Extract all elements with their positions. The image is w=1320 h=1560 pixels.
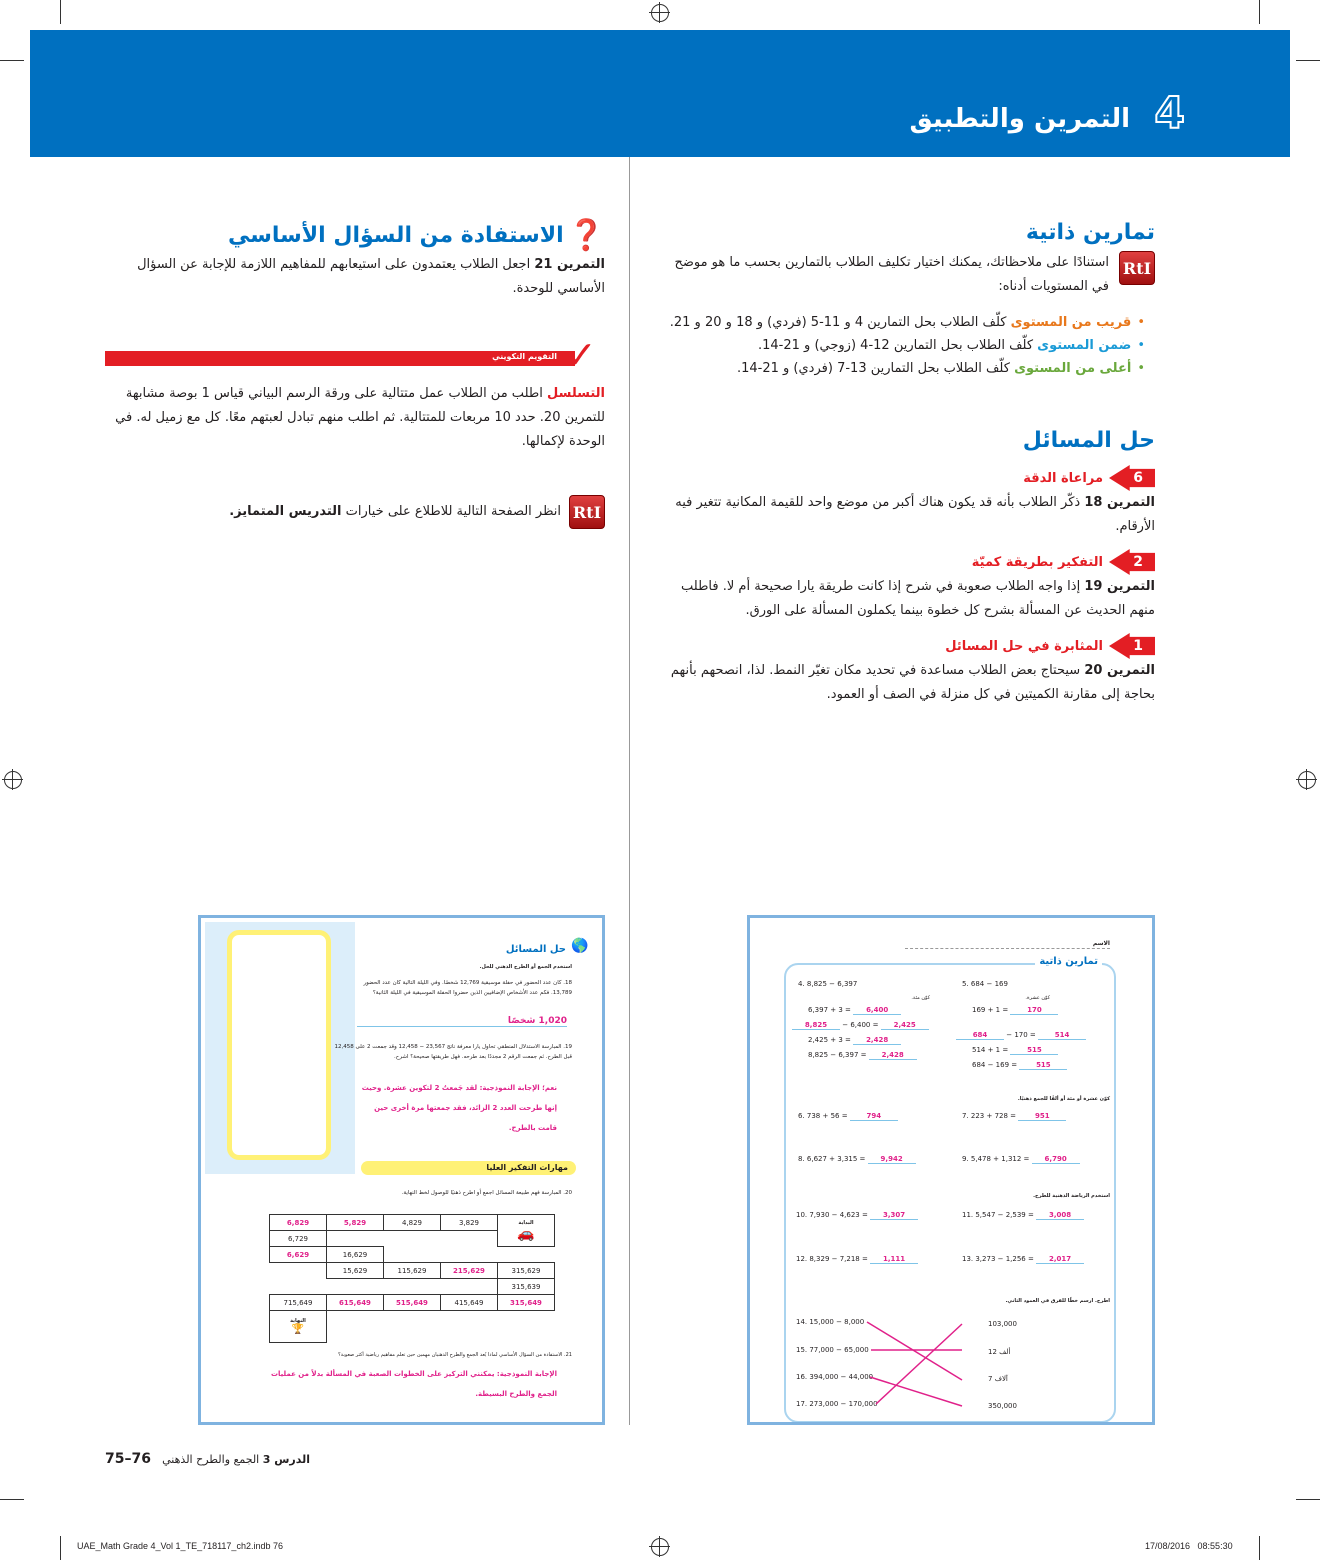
crop-mark bbox=[1296, 1499, 1320, 1500]
arrow-badge-icon: 2 bbox=[1109, 549, 1155, 575]
crop-mark bbox=[1259, 1536, 1260, 1560]
student-page-thumbnail-practice: الاسم تمارين ذاتية 4. 8,825 − 6,397 كوّن… bbox=[747, 915, 1155, 1425]
checkmark-icon: ✓ bbox=[565, 333, 597, 377]
registration-mark-icon bbox=[649, 2, 670, 23]
practice-intro: استنادًا على ملاحظاتك، يمكنك اختيار تكلي… bbox=[674, 255, 1109, 294]
registration-mark-icon bbox=[2, 769, 23, 790]
section-title: تمارين ذاتية bbox=[1025, 220, 1155, 245]
registration-mark-icon bbox=[649, 1536, 670, 1557]
rti-icon: RtI bbox=[569, 495, 605, 529]
crop-mark bbox=[0, 1499, 24, 1500]
problem-solving-section: حل المسائل 6 مراعاة الدقة التمرين 18 ذكّر… bbox=[655, 428, 1155, 707]
formative-text: التسلسل اطلب من الطلاب عمل متتالية على و… bbox=[115, 386, 605, 449]
number-path-grid: 6,829 5,829 4,829 3,829 البداية 🚗 6,729 6,629… bbox=[269, 1214, 555, 1343]
chapter-title: التمرين والتطبيق bbox=[909, 104, 1130, 134]
crop-mark bbox=[0, 60, 24, 61]
globe-icon: 🌎 bbox=[571, 938, 589, 954]
practice-section: تمارين ذاتية RtI استنادًا على ملاحظاتك، … bbox=[655, 220, 1155, 380]
crop-mark bbox=[1259, 0, 1260, 24]
practice-standard: 1 المثابرة في حل المسائل التمرين 20 سيحتا… bbox=[655, 633, 1155, 707]
level-item: •ضمن المستوى كلّف الطلاب بحل التمارين 12… bbox=[757, 338, 1145, 353]
question-mark-icon: ❓ bbox=[567, 218, 605, 253]
chapter-header-band bbox=[30, 30, 1290, 157]
page-range: 75–76 bbox=[105, 1451, 151, 1467]
arrow-badge-icon: 6 bbox=[1109, 465, 1155, 491]
crop-mark bbox=[1296, 60, 1320, 61]
formative-banner: التقويم التكويني bbox=[105, 351, 575, 366]
practice-standard: 6 مراعاة الدقة التمرين 18 ذكّر الطلاب بأن… bbox=[655, 465, 1155, 539]
section-title: حل المسائل bbox=[1022, 428, 1155, 453]
arrow-badge-icon: 1 bbox=[1109, 633, 1155, 659]
chapter-number: 4 bbox=[1153, 88, 1186, 139]
column-divider bbox=[629, 157, 630, 1425]
notebook-image bbox=[227, 930, 331, 1160]
level-item: •أعلى من المستوى كلّف الطلاب بحل التماري… bbox=[736, 361, 1145, 376]
car-icon: 🚗 bbox=[517, 1225, 535, 1242]
print-date: 17/08/2016 08:55:30 bbox=[1145, 1541, 1233, 1551]
registration-mark-icon bbox=[1296, 769, 1317, 790]
crop-mark bbox=[60, 0, 61, 24]
matching-lines bbox=[866, 1321, 963, 1407]
crop-mark bbox=[60, 1536, 61, 1560]
level-item: •قريب من المستوى كلّف الطلاب بحل التماري… bbox=[669, 315, 1145, 330]
lesson-label: الدرس 3 الجمع والطرح الذهني bbox=[162, 1453, 310, 1466]
practice-standard: 2 التفكير بطريقة كميّة التمرين 19 إذا واج… bbox=[655, 549, 1155, 623]
essential-question-section: ❓ الاستفادة من السؤال الأساسي التمرين 21… bbox=[137, 218, 605, 296]
rti-note: RtI انظر الصفحة التالية للاطلاع على خيار… bbox=[105, 495, 605, 529]
file-info: UAE_Math Grade 4_Vol 1_TE_718117_ch2.ind… bbox=[77, 1541, 283, 1551]
section-title: الاستفادة من السؤال الأساسي bbox=[228, 223, 564, 248]
trophy-icon: 🏆 bbox=[291, 1324, 305, 1335]
rti-icon: RtI bbox=[1119, 251, 1155, 285]
student-page-thumbnail-problem-solving: 🌎 حل المسائل استخدم الجمع أو الطرح الذهن… bbox=[198, 915, 605, 1425]
